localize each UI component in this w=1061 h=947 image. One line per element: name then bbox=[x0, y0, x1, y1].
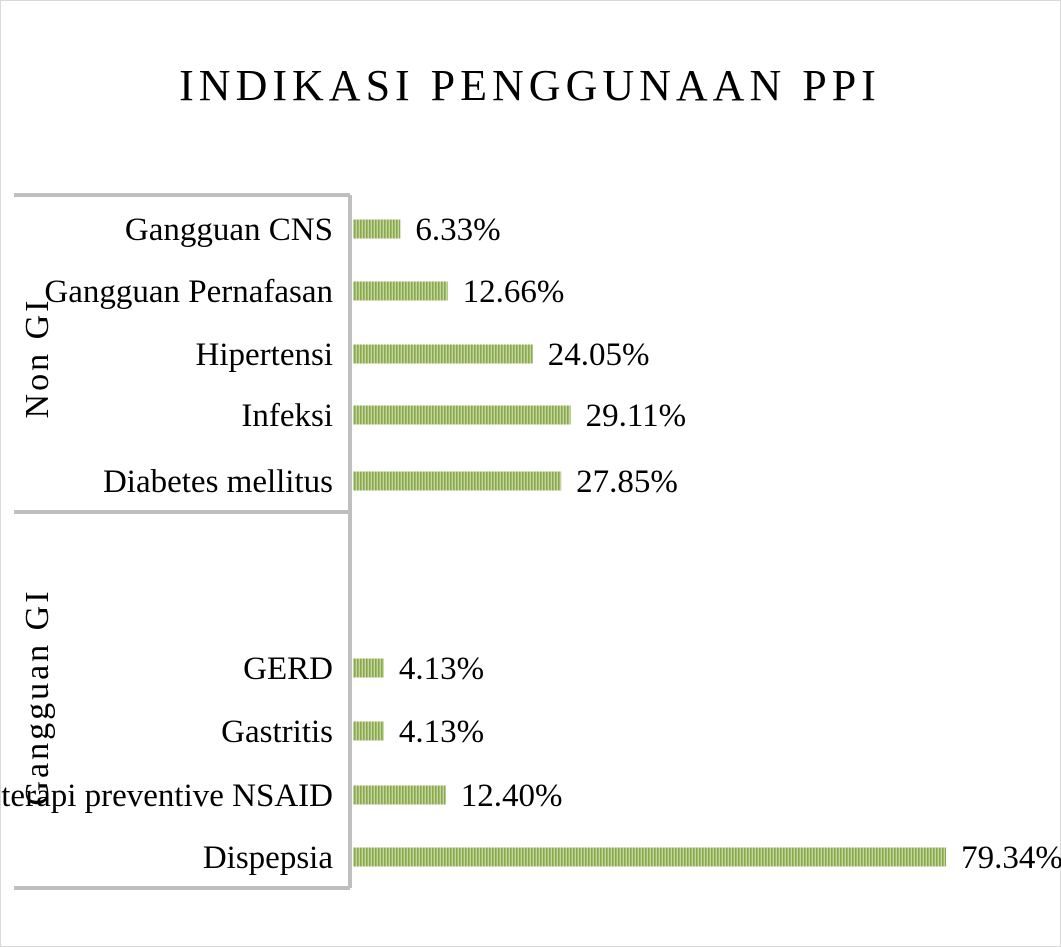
data-label: 4.13% bbox=[399, 714, 484, 750]
category-label: Dispepsia bbox=[203, 840, 334, 876]
data-label: 6.33% bbox=[415, 212, 500, 248]
category-label: GERD bbox=[243, 651, 333, 687]
data-label: 4.13% bbox=[399, 651, 484, 687]
bar bbox=[353, 344, 533, 364]
data-label: 27.85% bbox=[576, 464, 678, 500]
data-label: 24.05% bbox=[548, 337, 650, 373]
bar bbox=[353, 847, 947, 867]
category-label: terapi preventive NSAID bbox=[1, 778, 333, 814]
category-label: Hipertensi bbox=[196, 337, 333, 373]
category-label: Gangguan CNS bbox=[125, 212, 333, 248]
bar bbox=[353, 471, 562, 491]
group-label: Non GI bbox=[19, 298, 56, 419]
bar bbox=[353, 281, 448, 301]
data-label: 12.40% bbox=[461, 778, 563, 814]
category-label: Infeksi bbox=[241, 398, 333, 434]
bar bbox=[353, 405, 571, 425]
group-label: Gangguan GI bbox=[19, 588, 56, 805]
bar bbox=[353, 658, 384, 678]
chart-title: INDIKASI PENGGUNAAN PPI bbox=[179, 61, 881, 110]
category-label: Diabetes mellitus bbox=[103, 464, 333, 500]
bar bbox=[353, 785, 446, 805]
category-label: Gangguan Pernafasan bbox=[44, 274, 333, 310]
bar bbox=[353, 219, 401, 239]
data-label: 79.34% bbox=[961, 840, 1061, 876]
data-label: 29.11% bbox=[586, 398, 687, 434]
category-label: Gastritis bbox=[221, 714, 333, 750]
bar bbox=[353, 721, 384, 741]
data-label: 12.66% bbox=[463, 274, 565, 310]
